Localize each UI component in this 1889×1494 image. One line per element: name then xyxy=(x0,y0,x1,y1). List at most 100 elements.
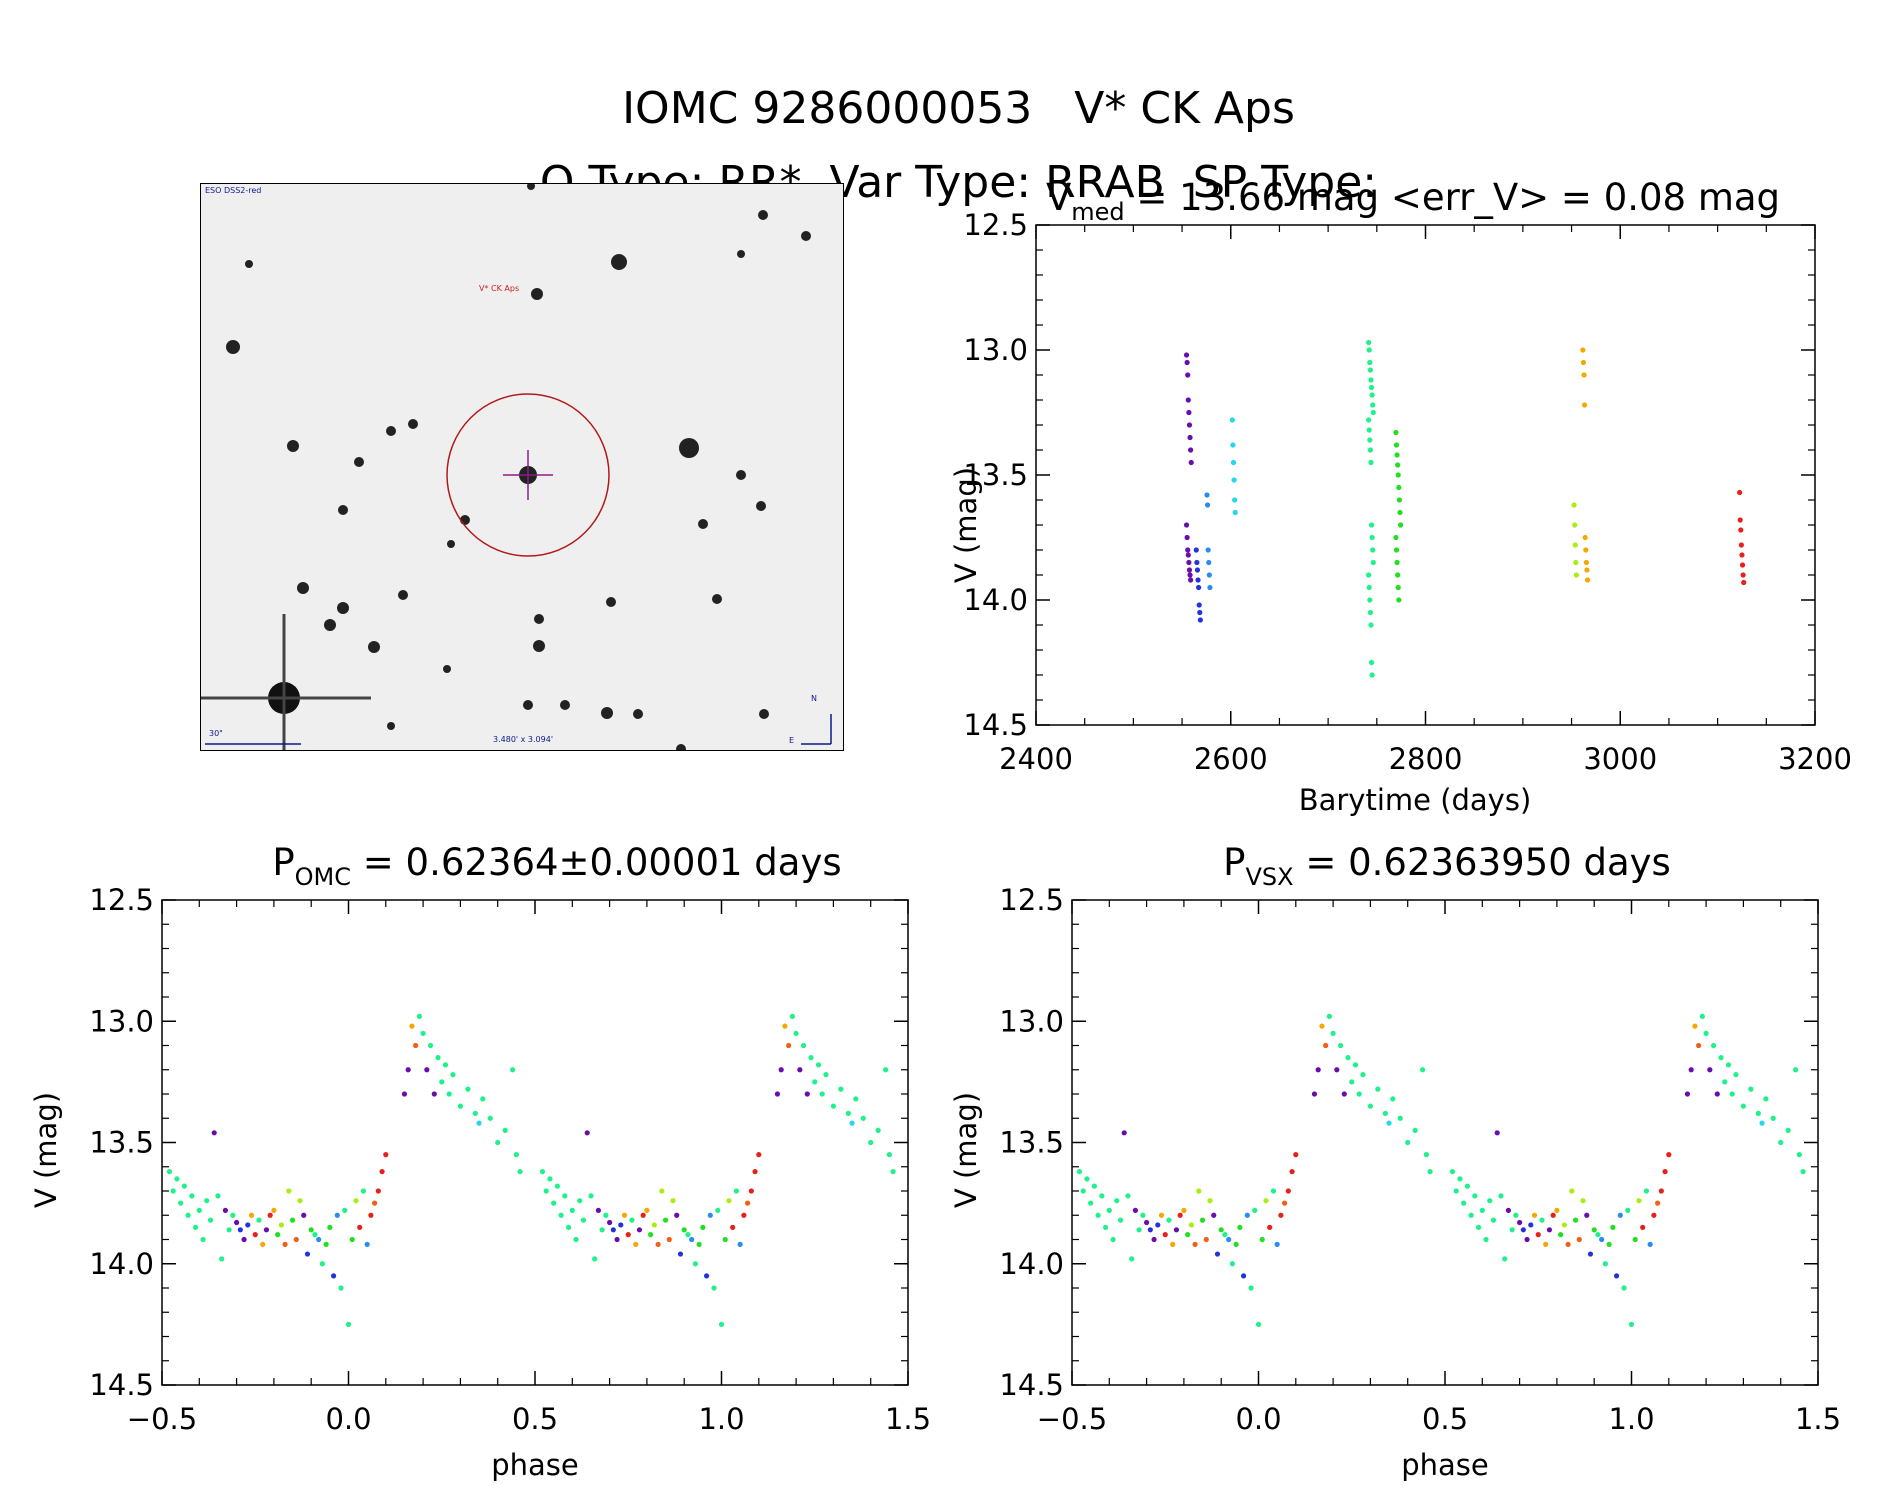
lightcurve-point xyxy=(1395,584,1401,591)
phase-point xyxy=(819,1091,825,1097)
phase-point xyxy=(1640,1224,1646,1230)
phase-point xyxy=(1651,1212,1657,1218)
lightcurve-point xyxy=(1368,377,1374,383)
phase-point xyxy=(1494,1130,1500,1136)
phase-point xyxy=(401,1091,408,1097)
phase-point xyxy=(558,1212,564,1218)
lightcurve-point xyxy=(1187,572,1193,578)
phase-point xyxy=(1311,1091,1318,1097)
phase-point xyxy=(618,1222,624,1228)
lightcurve-point xyxy=(1366,572,1372,578)
x-tick-label: 0.5 xyxy=(1422,1402,1468,1436)
phase-point xyxy=(1132,1207,1139,1213)
x-tick-label: 1.5 xyxy=(1795,1402,1841,1436)
phase-point xyxy=(297,1198,303,1204)
phase-point xyxy=(1666,1152,1672,1158)
phase-point xyxy=(185,1212,191,1218)
phase-point xyxy=(1755,1110,1761,1116)
phase-point xyxy=(1337,1042,1344,1049)
phase-point xyxy=(625,1232,631,1238)
phase-point xyxy=(1524,1236,1530,1243)
lightcurve-point xyxy=(1584,577,1591,583)
phase-point xyxy=(278,1222,284,1228)
phase-point xyxy=(234,1219,240,1226)
phase-point xyxy=(730,1224,736,1230)
phase-point xyxy=(786,1042,792,1049)
phase-omc-chart: POMC = 0.62364±0.00001 days −0.5 0.0 0.5 1.… xyxy=(29,841,931,1482)
phase-point xyxy=(1099,1193,1105,1199)
phase-point xyxy=(551,1200,557,1206)
lightcurve-point xyxy=(1737,517,1743,523)
lightcurve-point xyxy=(1229,417,1235,423)
phase-point xyxy=(1543,1241,1549,1247)
phase-point xyxy=(1226,1236,1232,1243)
lightcurve-point xyxy=(1185,552,1191,558)
phase-point xyxy=(1565,1241,1571,1247)
phase-point xyxy=(1129,1256,1135,1262)
phase-point xyxy=(1289,1169,1295,1175)
phase-point xyxy=(875,1127,881,1133)
phase-point xyxy=(1360,1072,1366,1078)
lightcurve-points xyxy=(1183,339,1747,678)
phase-point xyxy=(334,1212,340,1218)
phase-point xyxy=(756,1152,762,1158)
phase-point xyxy=(1390,1096,1396,1102)
phase-point xyxy=(868,1139,874,1146)
phase-point xyxy=(1696,1042,1702,1049)
lightcurve-point xyxy=(1741,579,1747,586)
phase-point xyxy=(1509,1227,1515,1233)
lightcurve-point xyxy=(1572,522,1578,528)
phase-point xyxy=(1692,1023,1698,1029)
phase-point xyxy=(1498,1193,1504,1199)
y-tick-label: 12.5 xyxy=(963,208,1028,242)
phase-point xyxy=(1587,1251,1594,1257)
phase-point xyxy=(1643,1188,1650,1194)
phase-point xyxy=(263,1227,270,1233)
y-tick-label: 12.5 xyxy=(89,883,154,917)
phase-point xyxy=(655,1241,661,1247)
x-tick-label: −0.5 xyxy=(127,1402,197,1436)
phase-vsx-axes: −0.5 0.0 0.5 1.0 1.5 12.5 13.0 13.5 14.0 14.5 xyxy=(999,883,1841,1436)
fov-label: 3.480' x 3.094' xyxy=(493,735,554,744)
phase-point xyxy=(554,1183,560,1189)
phase-point xyxy=(1554,1207,1560,1213)
x-tick-label: 1.0 xyxy=(1608,1402,1654,1436)
lightcurve-point xyxy=(1393,442,1400,448)
lightcurve-point xyxy=(1367,447,1373,453)
lightcurve-point xyxy=(1368,459,1374,466)
phase-point xyxy=(1718,1055,1724,1061)
phase-point xyxy=(495,1139,501,1146)
lightcurve-point xyxy=(1367,359,1373,366)
phase-point xyxy=(405,1067,411,1073)
phase-point xyxy=(260,1241,266,1247)
finder-chart-image: ESO DSS2-red V* CK Aps 30" 3.480' x 3.09… xyxy=(200,183,844,751)
x-tick-label: 1.5 xyxy=(885,1402,931,1436)
phase-point xyxy=(480,1096,486,1102)
phase-point xyxy=(1330,1030,1336,1036)
phase-point xyxy=(230,1212,236,1218)
phase-point xyxy=(1468,1212,1474,1218)
phase-point xyxy=(789,1013,795,1019)
phase-point xyxy=(1076,1169,1083,1175)
lightcurve-point xyxy=(1368,659,1375,666)
phase-point xyxy=(804,1091,810,1097)
lightcurve-point xyxy=(1368,622,1374,628)
phase-vsx-chart: PVSX = 0.62363950 days −0.5 0.0 0.5 1.0 1.5 1… xyxy=(949,841,1841,1482)
lightcurve-point xyxy=(1197,609,1203,616)
phase-point xyxy=(416,1013,422,1019)
phase-point xyxy=(1095,1212,1101,1218)
phase-vsx-xlabel: phase xyxy=(1401,1448,1489,1482)
x-tick-label: 0.0 xyxy=(1235,1402,1281,1436)
lightcurve-point xyxy=(1368,522,1375,528)
phase-point xyxy=(692,1261,698,1267)
phase-point xyxy=(580,1217,587,1223)
y-tick-label: 14.5 xyxy=(89,1368,154,1402)
variable-type: Var Type: RRAB xyxy=(829,157,1165,208)
phase-point xyxy=(293,1236,299,1243)
phase-point xyxy=(1613,1273,1620,1279)
lightcurve-point xyxy=(1367,437,1373,443)
lightcurve-point xyxy=(1584,567,1590,573)
phase-point xyxy=(1621,1285,1627,1291)
phase-point xyxy=(1293,1152,1299,1158)
lightcurve-point xyxy=(1573,572,1580,578)
